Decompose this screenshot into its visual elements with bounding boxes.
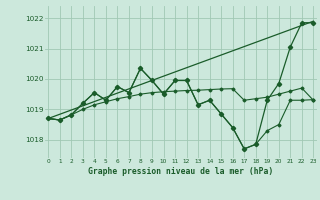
X-axis label: Graphe pression niveau de la mer (hPa): Graphe pression niveau de la mer (hPa) (88, 167, 273, 176)
